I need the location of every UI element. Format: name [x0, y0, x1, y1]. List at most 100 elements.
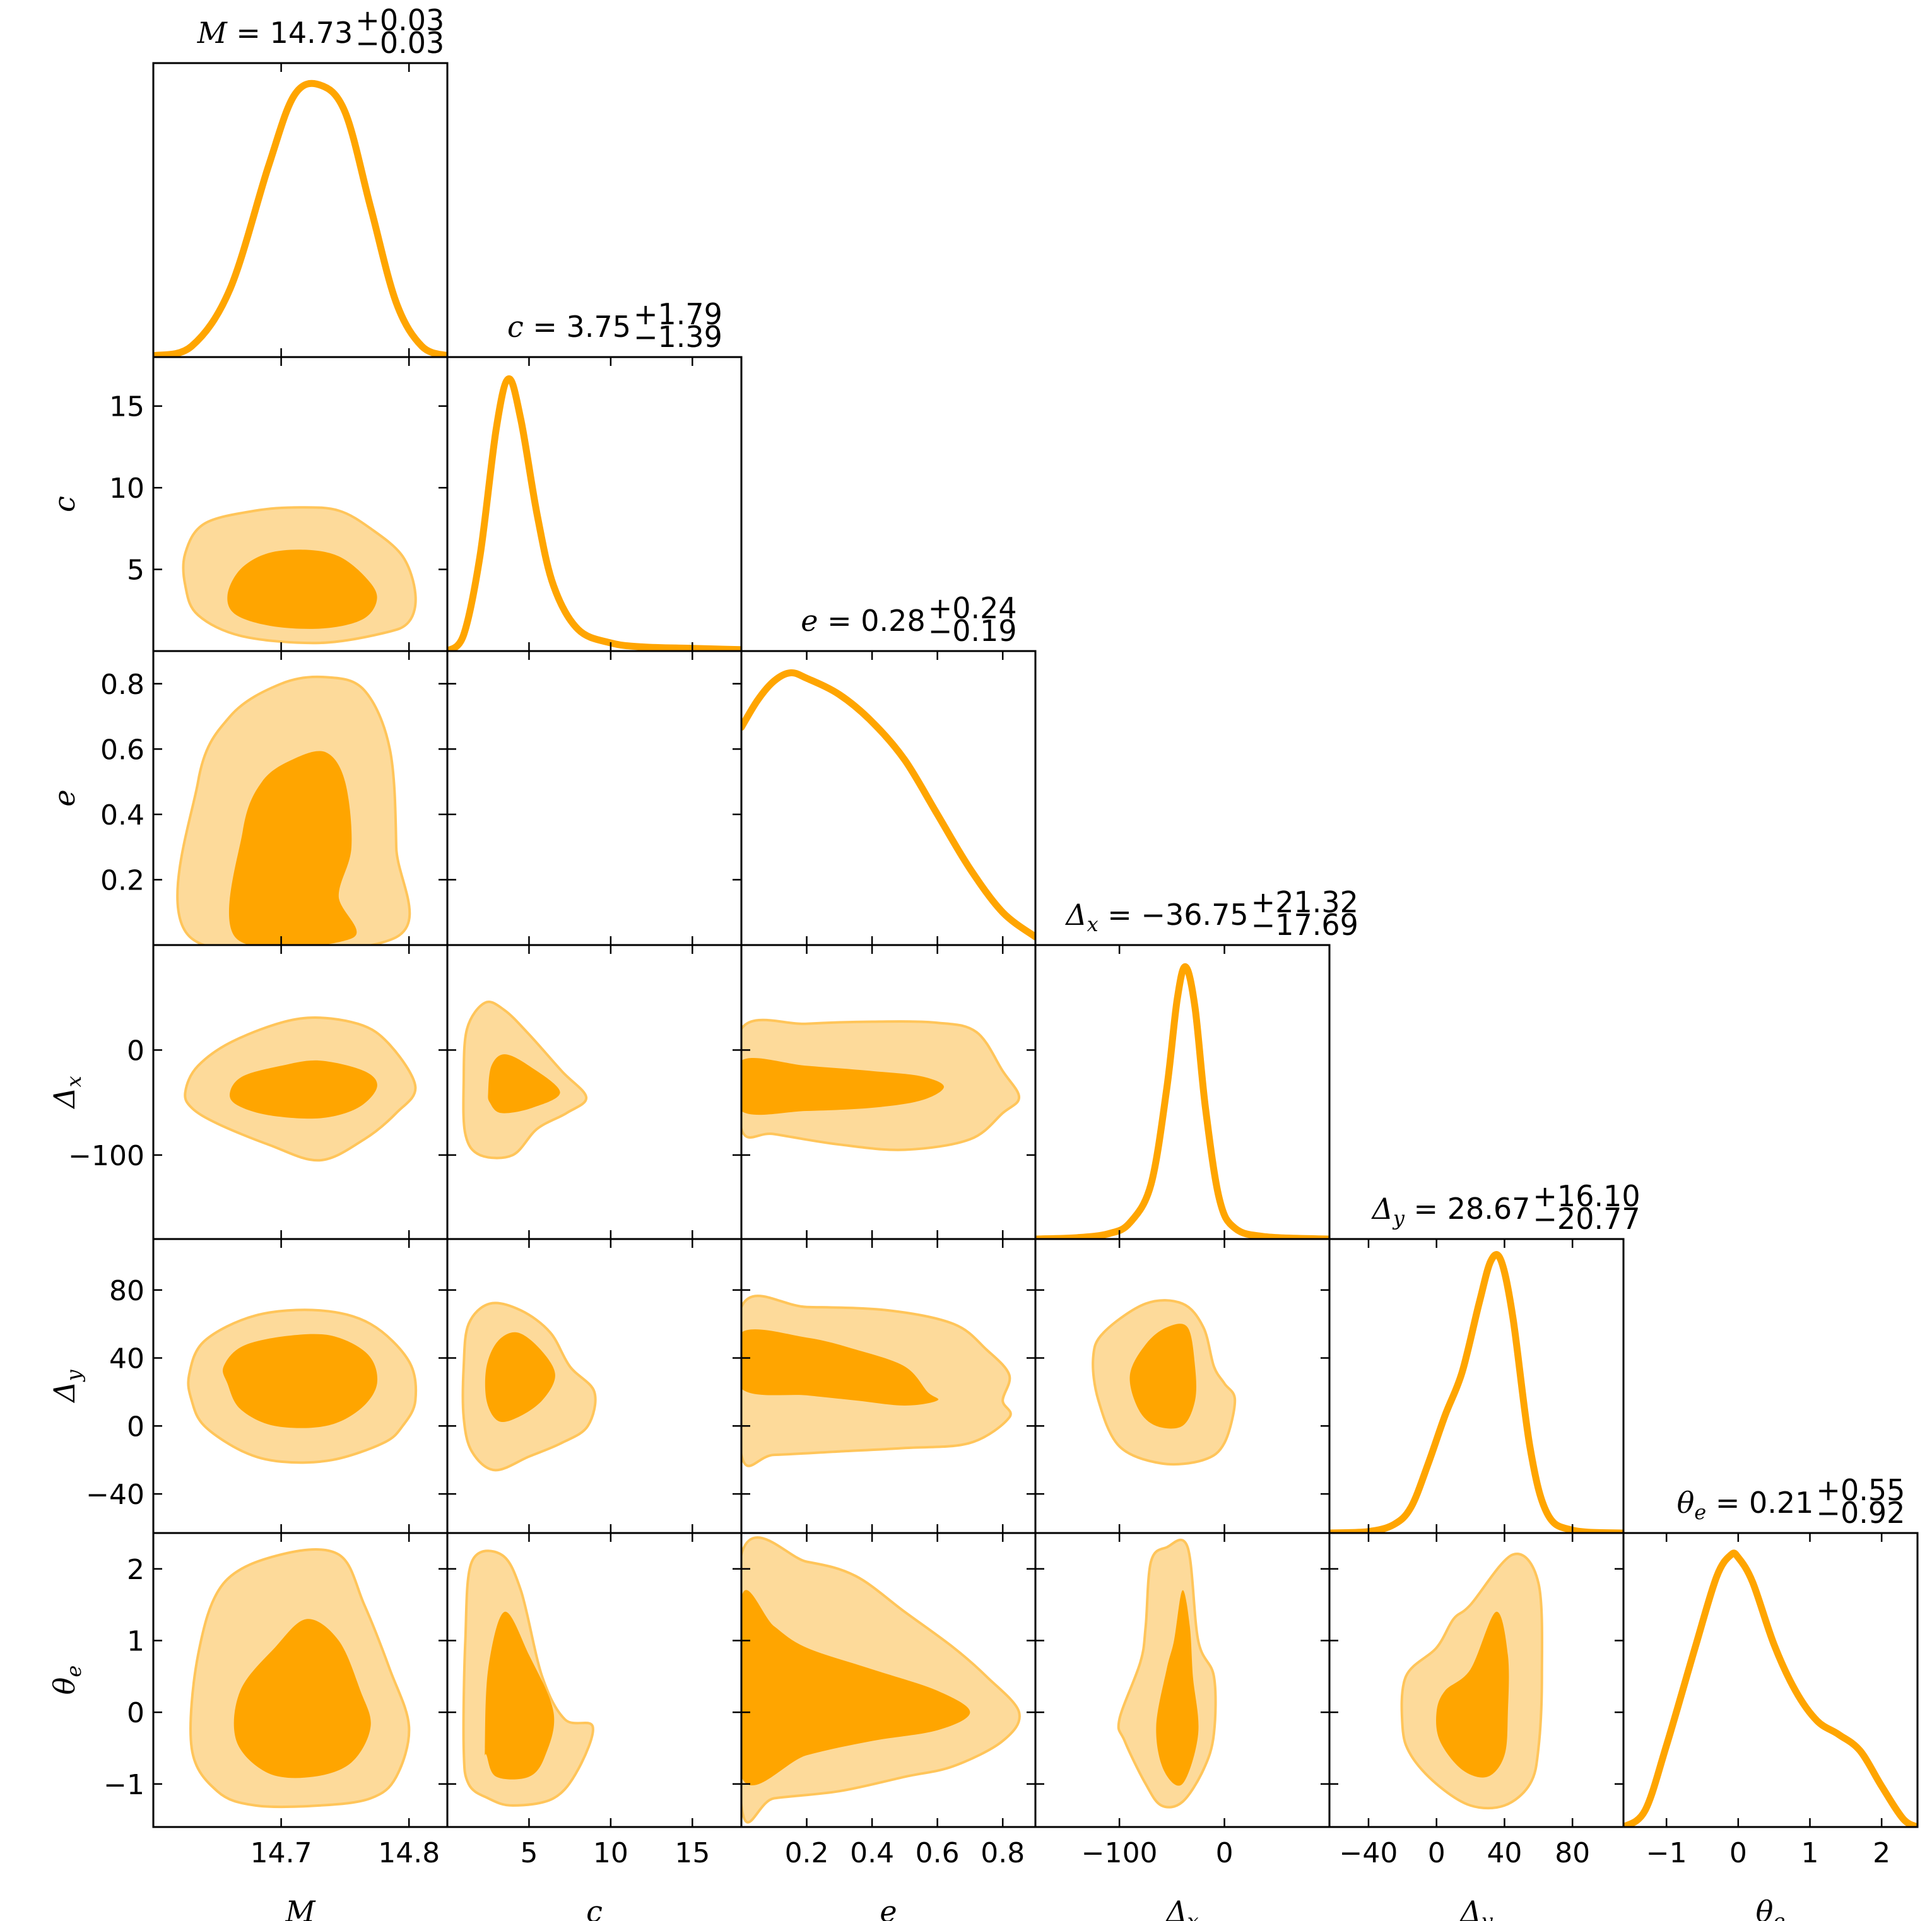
x-tick-label: 0	[1729, 1837, 1747, 1869]
panel-content	[1623, 1549, 1917, 1827]
panel-theta-vs-theta: −1 0 1 2 θe	[1622, 1532, 1919, 1921]
contour-1sigma	[741, 1590, 970, 1786]
panel-content	[1400, 1553, 1543, 1810]
y-tick-label: −1	[103, 1769, 144, 1801]
panel-content	[462, 1001, 588, 1160]
panel-content	[1092, 1299, 1237, 1466]
y-axis-label-dx: Δx	[47, 1076, 86, 1109]
title-main: e = 0.28	[801, 604, 925, 638]
title-upper-error: +0.24	[928, 591, 1017, 625]
x-tick-label: −100	[1081, 1837, 1158, 1869]
contour-1sigma	[485, 1611, 555, 1780]
panel-content	[189, 1548, 411, 1809]
x-axis-label-dx: Δx	[1165, 1895, 1198, 1921]
title-theta: θe = 0.21 +0.55−0.92	[1677, 1473, 1905, 1530]
y-axis-label-theta: θe	[47, 1665, 86, 1695]
x-tick-label: 0.2	[785, 1837, 829, 1869]
x-axis-label-e: e	[880, 1895, 897, 1921]
x-tick-label: 1	[1801, 1837, 1819, 1869]
panels: 51015c0.20.40.60.8e−1000Δx−4004080Δy14.7…	[47, 62, 1919, 1921]
title-lower-error: −0.03	[355, 26, 444, 60]
title-dy: Δy = 28.67 +16.10−20.77	[1371, 1179, 1640, 1236]
title-M: M = 14.73 +0.03−0.03	[197, 3, 445, 60]
panel-theta-vs-M: 14.7 14.8 −1 0 1 2 θe M	[47, 1532, 449, 1921]
marginal-c-line	[447, 375, 741, 651]
panel-e-vs-M: 0.2 0.4 0.6 0.8 e	[47, 650, 449, 946]
y-tick-label: 0	[127, 1035, 144, 1067]
title-main: c = 3.75	[507, 310, 631, 344]
marginal-M-line	[153, 79, 447, 357]
x-tick-label: 0.4	[850, 1837, 894, 1869]
x-tick-label: 0.6	[916, 1837, 960, 1869]
title-upper-error: +1.79	[633, 297, 722, 331]
y-tick-label: 10	[109, 473, 144, 505]
y-tick-label: 2	[127, 1554, 144, 1586]
contour-1sigma	[227, 549, 377, 629]
y-axis-label-c: c	[47, 496, 81, 512]
panel-content	[741, 669, 1035, 941]
panel-c-vs-M: 5 10 15 c	[47, 356, 449, 652]
panel-content	[153, 79, 447, 357]
y-tick-label: −100	[68, 1140, 144, 1172]
contour-1sigma	[485, 1332, 555, 1423]
x-tick-label: 0	[1216, 1837, 1234, 1869]
y-tick-label: 80	[109, 1275, 144, 1307]
x-tick-label: 40	[1487, 1837, 1522, 1869]
contour-1sigma	[741, 1057, 944, 1115]
panel-content	[741, 1295, 1012, 1467]
x-tick-label: 5	[520, 1837, 538, 1869]
title-lower-error: −0.92	[1816, 1496, 1905, 1530]
contour-1sigma	[488, 1054, 560, 1113]
title-upper-error: +16.10	[1533, 1179, 1640, 1213]
panel-content	[1329, 1251, 1623, 1533]
panel-theta-vs-c: 5 10 15 c	[446, 1532, 743, 1921]
x-tick-label: 0.8	[981, 1837, 1025, 1869]
titles: M = 14.73 +0.03−0.03 c = 3.75 +1.79−1.39 e =…	[197, 3, 1905, 1530]
panel-content	[462, 1549, 594, 1807]
x-tick-label: 10	[593, 1837, 628, 1869]
panel-content	[741, 1536, 1021, 1824]
x-tick-label: 80	[1555, 1837, 1590, 1869]
panel-content	[461, 1301, 597, 1472]
contour-1sigma	[1436, 1611, 1509, 1778]
y-tick-label: 0.8	[100, 669, 144, 701]
panel-theta-vs-dy: −40 0 40 80 Δy	[1328, 1532, 1625, 1921]
panel-content	[187, 1308, 418, 1464]
y-tick-label: 0	[127, 1411, 144, 1443]
y-tick-label: 0.6	[100, 734, 144, 766]
contour-1sigma	[230, 1060, 377, 1119]
contour-1sigma	[233, 1619, 371, 1778]
axis-frame	[1622, 1532, 1919, 1828]
x-tick-label: 0	[1428, 1837, 1446, 1869]
title-lower-error: −17.69	[1251, 908, 1358, 942]
contour-1sigma	[741, 1329, 939, 1406]
x-axis-label-theta: θe	[1756, 1895, 1786, 1921]
y-tick-label: 15	[109, 391, 144, 423]
contour-1sigma	[223, 1334, 378, 1428]
title-e: e = 0.28 +0.24−0.19	[801, 591, 1016, 648]
contour-1sigma	[1156, 1590, 1199, 1786]
panel-content	[741, 1018, 1021, 1151]
panel-theta-vs-dx: −100 0 Δx	[1034, 1532, 1331, 1921]
y-tick-label: −40	[86, 1479, 144, 1511]
title-lower-error: −1.39	[633, 320, 722, 354]
y-tick-label: 40	[109, 1343, 144, 1375]
marginal-dy-line	[1329, 1251, 1623, 1533]
title-lower-error: −20.77	[1533, 1202, 1640, 1236]
x-tick-label: −40	[1340, 1837, 1398, 1869]
x-tick-label: 15	[674, 1837, 710, 1869]
panel-content	[176, 675, 411, 945]
x-tick-label: −1	[1646, 1837, 1687, 1869]
y-tick-label: 0.2	[100, 864, 144, 896]
title-upper-error: +0.03	[355, 3, 444, 37]
panel-content	[182, 506, 417, 645]
panel-content	[447, 375, 741, 651]
x-axis-label-dy: Δy	[1459, 1895, 1493, 1921]
x-tick-label: 14.8	[378, 1837, 440, 1869]
y-tick-label: 0.4	[100, 799, 144, 831]
y-tick-label: 5	[127, 555, 144, 587]
title-main: θe = 0.21	[1677, 1486, 1814, 1524]
title-upper-error: +21.32	[1251, 885, 1358, 919]
contour-1sigma	[1129, 1324, 1196, 1429]
